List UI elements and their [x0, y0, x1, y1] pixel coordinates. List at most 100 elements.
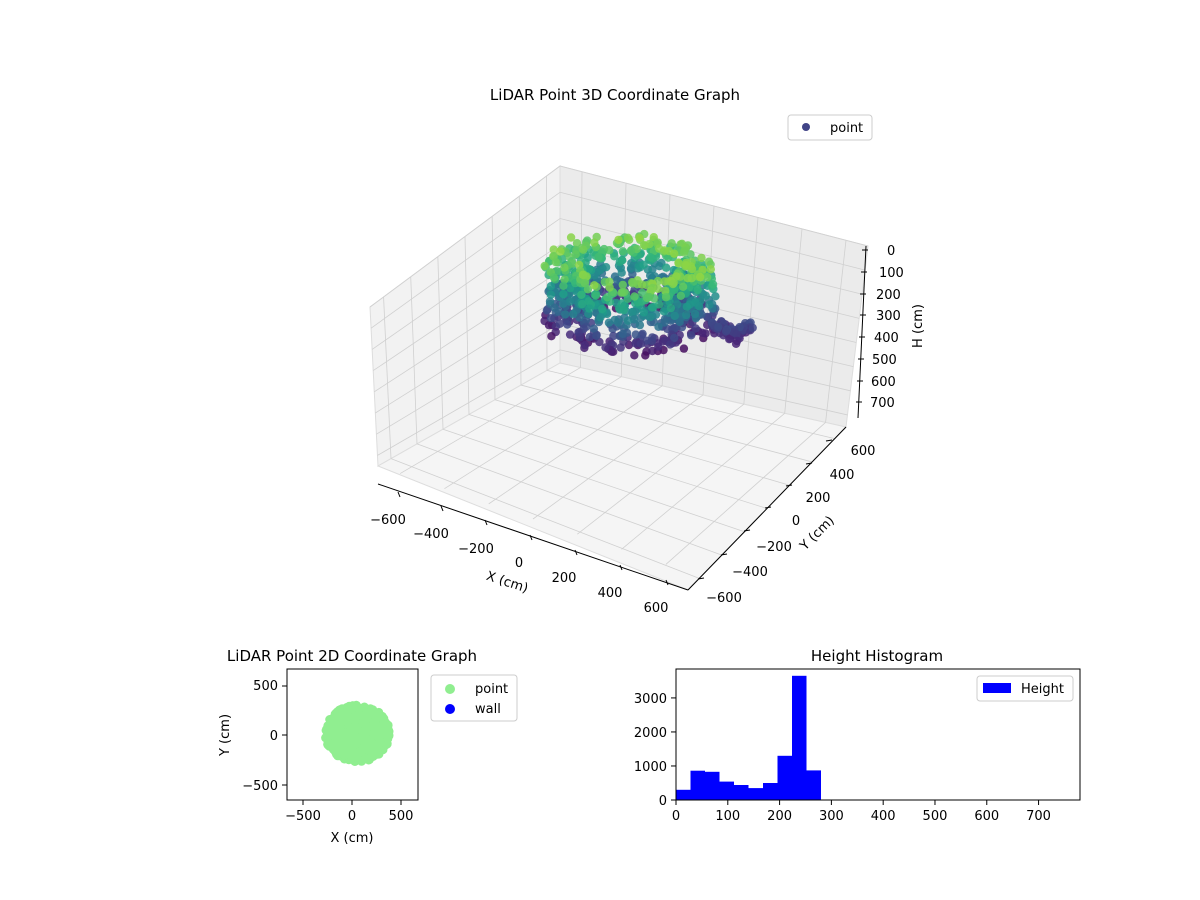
- 3d-point: [690, 309, 700, 319]
- 3d-point: [653, 284, 663, 293]
- y-axis-tick-labels-3d: −600 −400 −200 0 200 400 600: [706, 444, 875, 606]
- 3d-point: [613, 318, 623, 327]
- 3d-point-cloud: [540, 229, 757, 360]
- 3d-grid-line: [621, 412, 785, 550]
- 3d-point: [655, 262, 664, 271]
- histogram-bar: [705, 771, 720, 800]
- chart-2d-title: LiDAR Point 2D Coordinate Graph: [227, 647, 477, 665]
- 3d-point: [711, 292, 720, 301]
- 3d-point: [637, 280, 647, 289]
- x-tick-label: 0: [515, 556, 523, 571]
- 3d-point: [635, 233, 644, 242]
- z-tick-label: 100: [879, 266, 904, 281]
- z-tick-label: 400: [874, 331, 899, 346]
- 3d-point: [661, 286, 670, 296]
- 3d-point: [648, 346, 657, 356]
- 3d-point: [575, 333, 585, 342]
- 2d-y-tick-label: −500: [242, 779, 278, 794]
- 3d-grid-line: [376, 323, 561, 435]
- 3d-point: [549, 273, 559, 282]
- 3d-point: [647, 303, 657, 312]
- z-axis-ticks-3d: [856, 249, 868, 403]
- 3d-point: [617, 288, 626, 297]
- 2d-point-cloud: [321, 700, 394, 766]
- 3d-point: [630, 292, 639, 301]
- 3d-point: [618, 329, 627, 339]
- 3d-point: [559, 299, 568, 308]
- 3d-point: [670, 249, 679, 258]
- 3d-point: [549, 245, 558, 254]
- x-axis-label-3d: X (cm): [484, 569, 530, 597]
- histogram-x-tick-label: 0: [672, 809, 680, 824]
- 3d-point: [667, 239, 676, 248]
- 3d-point: [583, 285, 593, 294]
- 3d-point: [674, 259, 683, 268]
- 2d-point: [323, 740, 333, 749]
- 3d-grid-line: [468, 414, 768, 509]
- 3d-point: [732, 330, 741, 339]
- 3d-point: [608, 324, 617, 334]
- histogram-bar: [763, 783, 778, 800]
- histogram-x-tick-label: 300: [819, 809, 844, 824]
- 3d-point: [546, 282, 556, 291]
- 3d-point: [616, 343, 625, 352]
- histogram-y-tick-label: 1000: [634, 760, 667, 775]
- histogram-x-tick-label: 400: [871, 809, 896, 824]
- 3d-point: [626, 246, 636, 255]
- y-axis-ticks-3d: [697, 439, 833, 580]
- 2d-point: [364, 745, 374, 755]
- 3d-grid-line: [743, 217, 759, 405]
- 3d-point: [670, 333, 679, 343]
- 2d-point: [368, 708, 378, 718]
- histogram-x-tick-label: 200: [767, 809, 792, 824]
- 3d-point: [563, 320, 572, 329]
- y-tick-label: 400: [830, 468, 855, 483]
- x-tick-label: −600: [370, 513, 406, 528]
- 3d-point: [585, 304, 594, 313]
- 3d-point: [701, 291, 710, 300]
- 3d-point: [675, 317, 684, 327]
- 3d-point: [731, 339, 741, 348]
- histogram-bar: [748, 788, 763, 800]
- 3d-point: [590, 281, 599, 290]
- 2d-point: [375, 726, 385, 736]
- legend-box: [787, 114, 873, 141]
- 3d-point: [547, 332, 556, 341]
- 2d-y-ticks: [282, 685, 287, 786]
- 2d-point: [361, 754, 371, 764]
- 2d-x-axis-label: X (cm): [331, 831, 374, 846]
- y-tick-label: −400: [732, 565, 768, 580]
- chart-histogram: Height Histogram 0 100 200 300 400 500 600 700 …: [634, 647, 1081, 824]
- 3d-point: [654, 300, 664, 309]
- 3d-point: [654, 342, 663, 351]
- 3d-point: [666, 303, 675, 313]
- 3d-point: [577, 290, 586, 299]
- legend-label-height: Height: [1021, 682, 1064, 697]
- y-tick-label: 600: [851, 444, 876, 459]
- 3d-point: [697, 253, 706, 263]
- legend-marker-wall: [445, 704, 455, 714]
- 3d-point: [546, 314, 556, 323]
- 2d-point: [379, 714, 389, 723]
- histogram-frame: [675, 668, 1081, 801]
- 3d-grid-line: [559, 323, 851, 392]
- 3d-point: [636, 339, 646, 348]
- 3d-grid-line: [377, 349, 561, 456]
- 3d-point: [663, 324, 672, 334]
- z-tick-label: 200: [876, 288, 901, 303]
- 3d-point: [590, 238, 599, 247]
- 3d-point: [725, 335, 734, 344]
- legend-2d: point wall: [430, 674, 518, 722]
- 3d-grid-line: [464, 236, 470, 415]
- 3d-point: [584, 264, 594, 274]
- 3d-point: [560, 263, 569, 272]
- legend-label-point: point: [475, 682, 508, 697]
- 3d-point: [618, 256, 627, 265]
- legend-swatch-height: [983, 683, 1011, 693]
- 3d-point: [619, 305, 628, 315]
- z-tick-label: 600: [871, 375, 896, 390]
- 3d-grid-line: [784, 228, 803, 414]
- y-tick-label: 0: [792, 514, 800, 529]
- y-axis-label-3d: Y (cm): [797, 513, 838, 554]
- 2d-x-ticks: [302, 800, 402, 805]
